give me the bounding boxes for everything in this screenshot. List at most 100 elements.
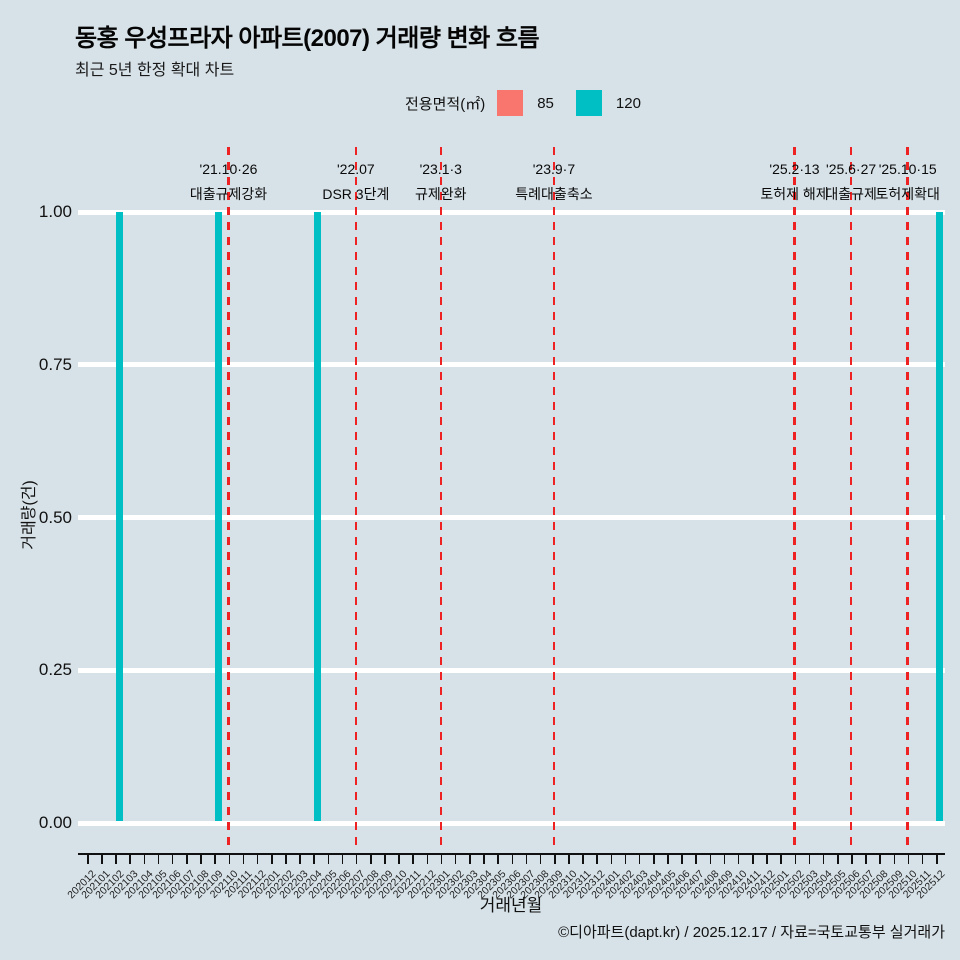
- x-tick: [681, 855, 683, 864]
- page-title: 동홍 우성프라자 아파트(2007) 거래량 변화 흐름: [75, 25, 540, 52]
- footer-credit: ©디아파트(dapt.kr) / 2025.12.17 / 자료=국토교통부 실…: [558, 924, 945, 941]
- x-tick: [171, 855, 174, 864]
- x-tick: [270, 855, 273, 864]
- x-tick: [483, 855, 485, 864]
- y-tick-label: 0.25: [38, 660, 72, 680]
- legend-label-85: 85: [537, 94, 554, 112]
- legend-swatch-120: [575, 90, 602, 116]
- x-tick: [228, 855, 231, 864]
- event-line-202502: [793, 147, 796, 848]
- x-tick: [780, 855, 782, 864]
- event-label: 규제완화: [414, 186, 467, 202]
- x-tick: [752, 855, 754, 864]
- event-label: 대출규제강화: [189, 186, 268, 202]
- x-tick: [709, 855, 712, 864]
- x-tick: [907, 855, 910, 864]
- y-tick-label: 0.50: [38, 507, 72, 527]
- x-tick: [539, 855, 542, 864]
- x-tick: [143, 855, 146, 864]
- event-label: 대출규제: [825, 186, 877, 202]
- x-tick: [129, 855, 132, 864]
- x-tick: [200, 855, 202, 864]
- x-tick: [653, 855, 655, 864]
- x-tick: [822, 855, 825, 864]
- page-subtitle: 최근 5년 한정 확대 차트: [75, 62, 235, 79]
- event-label: 특례대출축소: [515, 186, 593, 202]
- x-tick: [723, 855, 726, 864]
- x-tick: [893, 855, 896, 864]
- x-tick: [865, 855, 867, 864]
- event-label: 토허제확대: [875, 186, 940, 202]
- x-tick: [624, 855, 627, 864]
- event-line-202207: [354, 147, 358, 848]
- x-tick: [454, 855, 457, 864]
- x-tick: [299, 855, 301, 864]
- event-line-202110: [227, 147, 230, 848]
- gridline-y-0.25: [78, 667, 945, 673]
- event-date: '25.2·13: [769, 161, 820, 177]
- x-tick: [384, 855, 386, 864]
- x-tick: [242, 855, 245, 864]
- x-tick: [426, 855, 429, 864]
- bar-120-202204: [313, 212, 321, 821]
- x-tick: [794, 855, 797, 864]
- legend-label-120: 120: [615, 94, 641, 112]
- x-tick: [766, 855, 768, 864]
- y-tick-label: 0.75: [38, 354, 72, 374]
- x-tick: [610, 855, 613, 864]
- x-tick: [836, 855, 839, 864]
- x-tick: [808, 855, 811, 864]
- x-axis-title: 거래년월: [479, 896, 543, 915]
- bar-120-202512: [936, 212, 944, 821]
- legend-title: 전용면적(㎡): [405, 95, 486, 113]
- gridline-y-0.75: [78, 362, 945, 368]
- x-tick: [341, 855, 344, 864]
- gridline-y-1.00: [78, 209, 945, 215]
- y-tick-label: 1.00: [38, 202, 72, 221]
- x-tick: [525, 855, 528, 864]
- x-tick: [737, 855, 740, 864]
- x-axis-line: [78, 853, 945, 855]
- event-date: '25.10·15: [878, 161, 937, 177]
- x-tick: [214, 855, 216, 864]
- event-line-202510: [906, 147, 909, 848]
- x-tick: [667, 855, 669, 864]
- x-tick: [469, 855, 471, 864]
- event-label: 토허제 해제: [760, 186, 829, 202]
- x-tick: [879, 855, 881, 864]
- gridline-y-0.00: [78, 820, 945, 826]
- x-tick: [370, 855, 372, 864]
- x-tick: [157, 855, 160, 864]
- x-tick: [313, 855, 315, 864]
- x-tick: [186, 855, 188, 864]
- event-date: '23.1·3: [419, 161, 462, 177]
- x-tick: [285, 855, 287, 864]
- event-line-202506: [849, 147, 853, 848]
- x-tick: [327, 855, 330, 864]
- x-tick: [355, 855, 358, 864]
- x-tick: [582, 855, 584, 864]
- event-date: '23.9·7: [532, 161, 576, 177]
- x-tick: [596, 855, 598, 864]
- x-tick: [398, 855, 400, 864]
- x-tick: [101, 855, 103, 864]
- x-tick: [115, 855, 117, 864]
- y-axis-title: 거래량(건): [21, 480, 38, 550]
- x-tick: [936, 855, 938, 864]
- event-line-202309: [552, 147, 556, 848]
- x-tick: [87, 855, 89, 864]
- x-tick: [440, 855, 443, 864]
- x-tick: [553, 855, 556, 864]
- x-tick: [511, 855, 514, 864]
- y-tick-label: 0.00: [38, 813, 72, 832]
- x-tick: [695, 855, 698, 864]
- event-date: '21.10·26: [199, 161, 258, 177]
- legend: 전용면적(㎡) 85 120: [405, 90, 641, 116]
- legend-swatch-85: [497, 90, 524, 116]
- x-tick: [851, 855, 853, 864]
- x-tick: [638, 855, 641, 864]
- bar-120-202102: [115, 212, 123, 821]
- x-tick: [497, 855, 499, 864]
- x-tick: [921, 855, 924, 864]
